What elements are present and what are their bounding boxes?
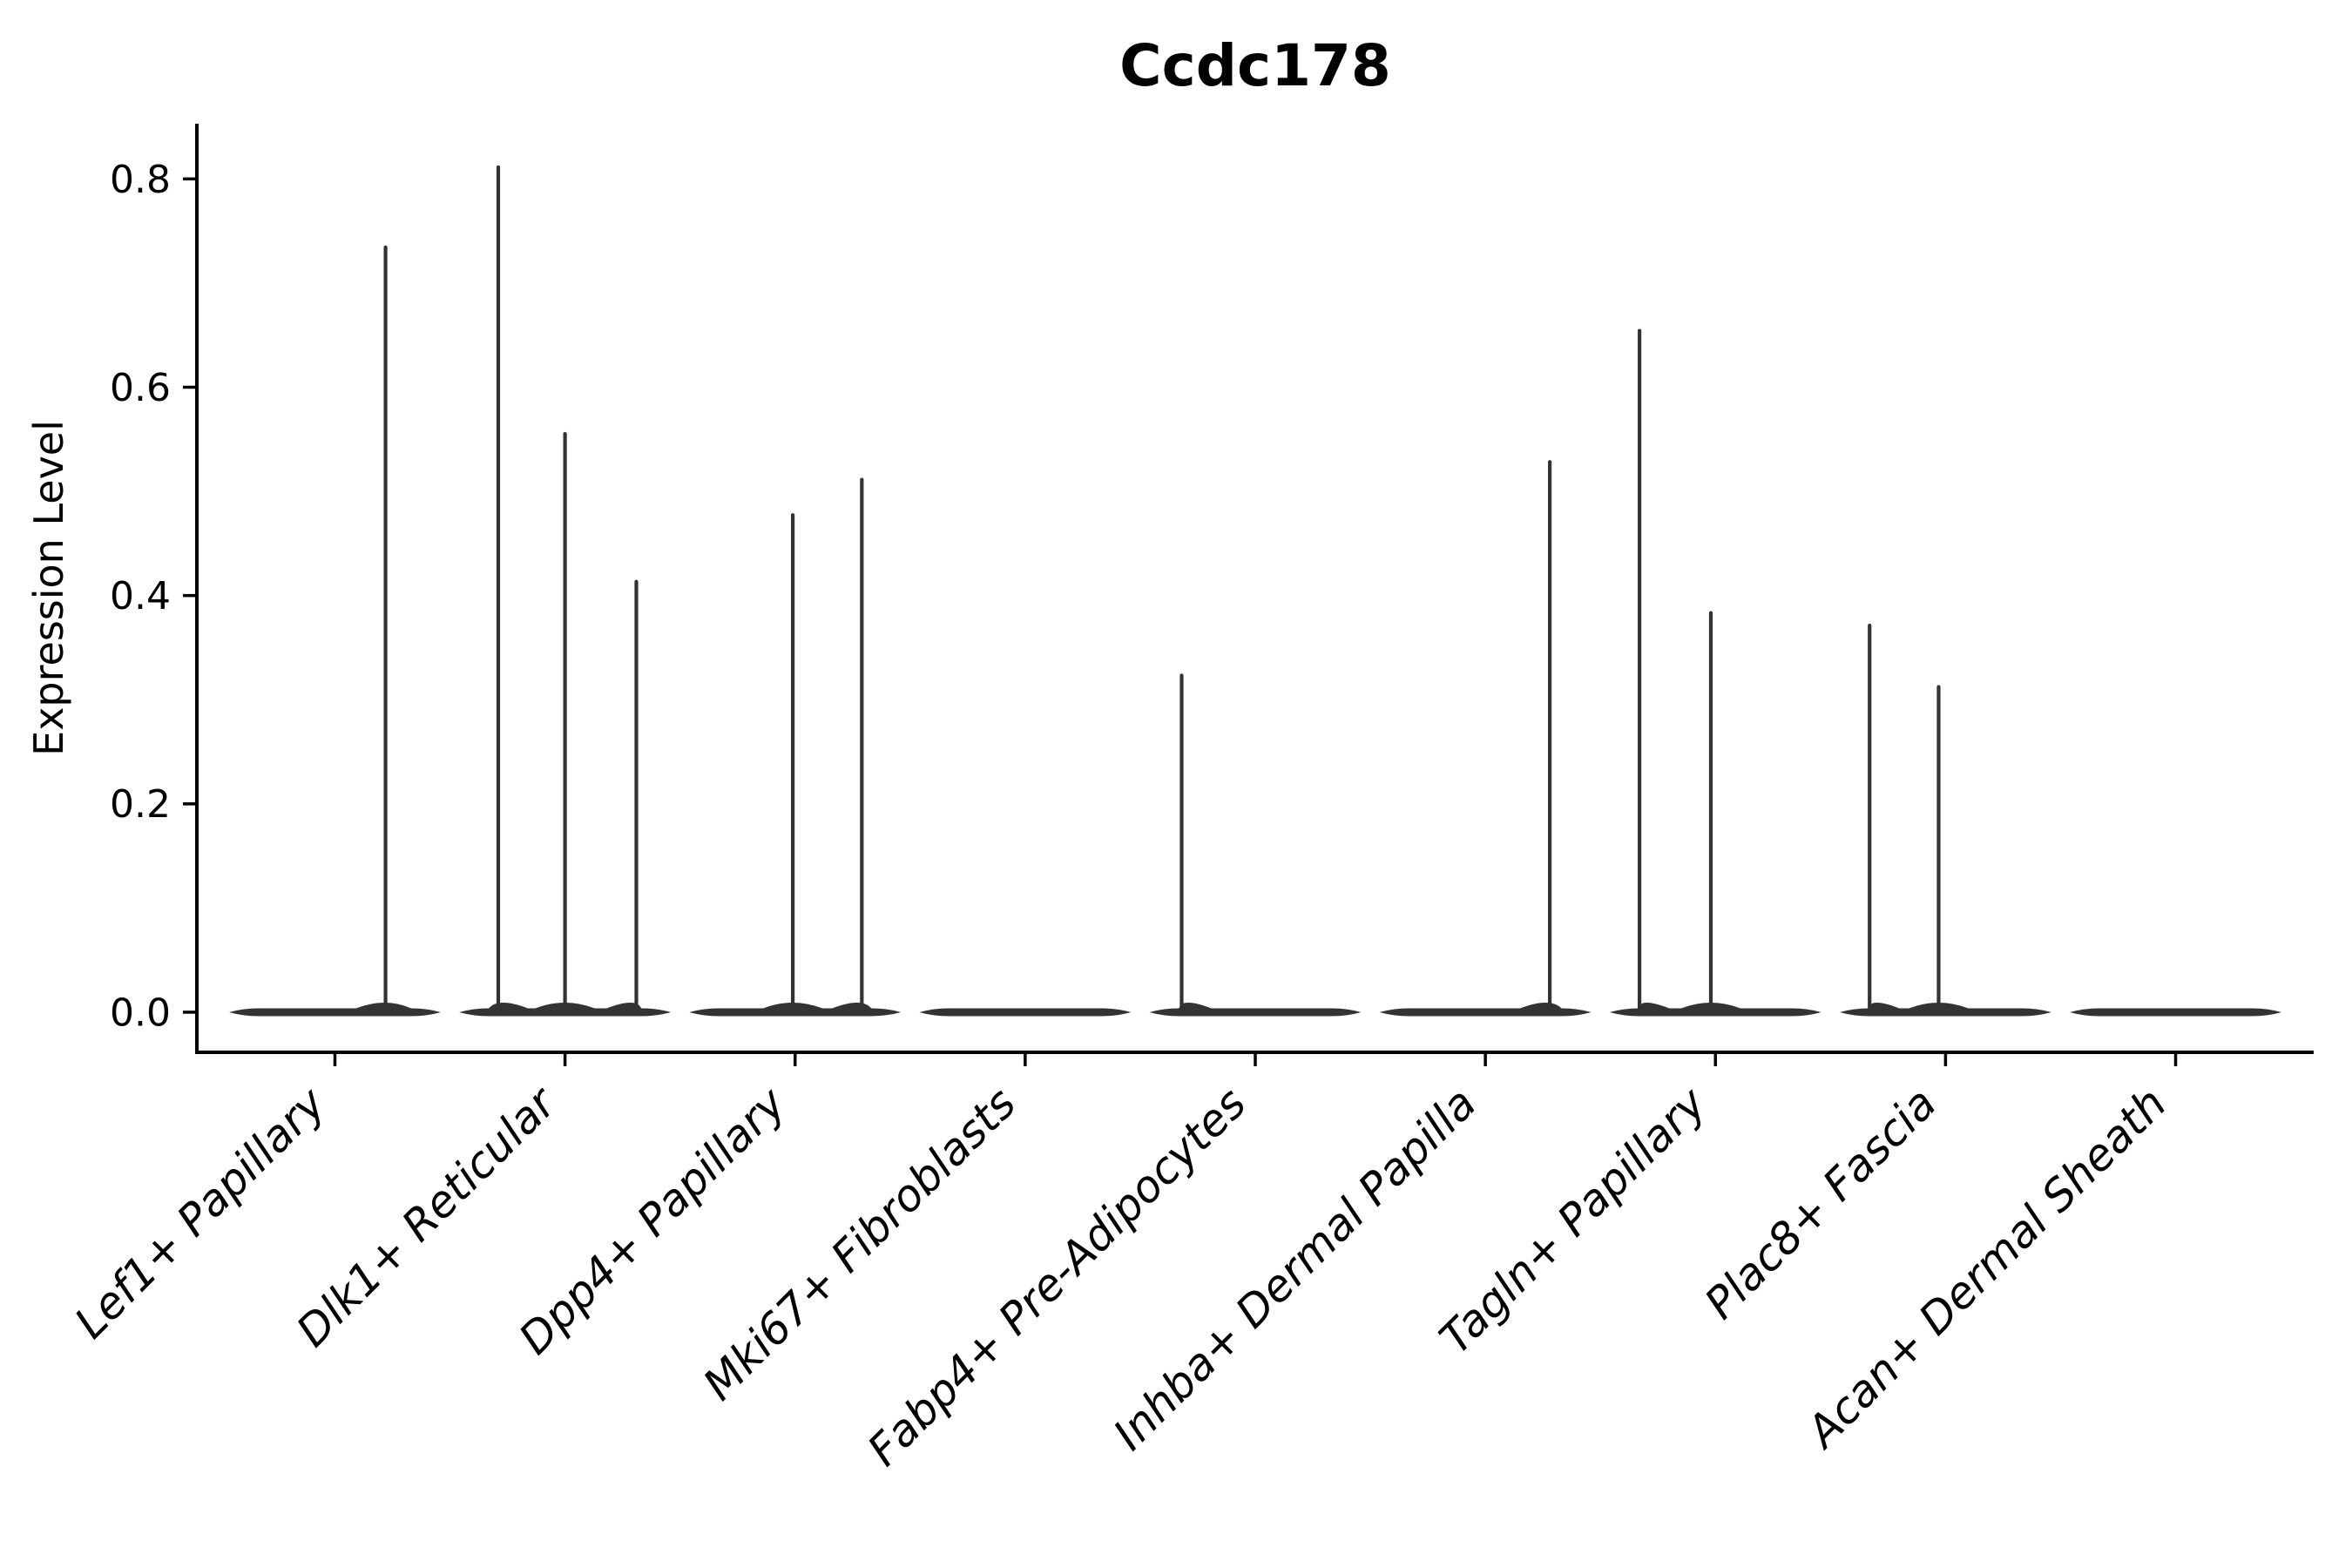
violin-baseline <box>1379 1002 1592 1017</box>
y-tick-label: 0.2 <box>110 782 171 827</box>
y-tick-label: 0.8 <box>110 158 171 202</box>
violin-baseline <box>228 1002 441 1017</box>
x-tick-label: Plac8+ Fascia <box>1695 1078 1946 1328</box>
y-tick-label: 0.6 <box>110 366 171 410</box>
x-tick-label: Inhba+ Dermal Papilla <box>1104 1078 1485 1459</box>
y-tick-label: 0.0 <box>110 990 171 1035</box>
violin-baseline <box>1839 1002 2051 1017</box>
violin-baseline <box>919 1008 1132 1017</box>
y-axis-label: Expression Level <box>25 420 72 756</box>
x-tick-label: Fabp4+ Pre-Adipocytes <box>858 1078 1256 1476</box>
violin-baseline <box>2070 1008 2282 1017</box>
violin-baseline <box>689 1002 902 1017</box>
y-tick-label: 0.4 <box>110 574 171 618</box>
violin-baseline <box>1609 1002 1821 1017</box>
violin-baseline <box>1149 1002 1362 1017</box>
violins-layer <box>228 165 2282 1017</box>
axis-spines <box>195 124 2314 1054</box>
chart-title: Ccdc178 <box>1119 32 1391 99</box>
x-tick-label: Lef1+ Papillary <box>65 1077 336 1348</box>
